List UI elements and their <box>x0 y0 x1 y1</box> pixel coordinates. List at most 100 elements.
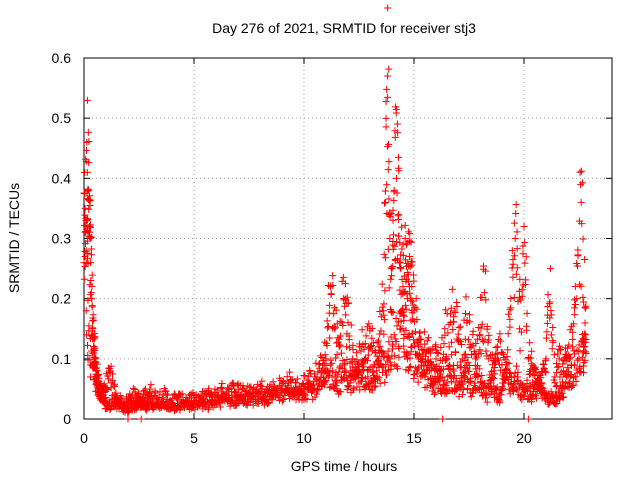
data-point <box>527 395 535 403</box>
data-point <box>482 394 490 402</box>
data-point <box>109 377 117 385</box>
data-point <box>376 308 384 316</box>
data-point <box>386 235 394 242</box>
data-point <box>402 241 410 249</box>
data-point <box>477 378 485 386</box>
data-point <box>182 397 190 405</box>
data-point <box>522 253 530 261</box>
data-point <box>387 210 395 218</box>
y-tick-label: 0.6 <box>52 50 72 66</box>
data-point <box>513 264 521 272</box>
data-point <box>560 393 568 401</box>
data-point <box>395 259 403 267</box>
data-point <box>343 343 351 351</box>
data-point <box>580 362 588 370</box>
data-point <box>543 319 551 327</box>
data-point <box>369 363 377 371</box>
data-point <box>504 330 512 338</box>
data-point <box>488 373 496 381</box>
data-point <box>343 293 351 301</box>
data-point <box>329 281 337 289</box>
data-point <box>513 228 521 236</box>
data-point <box>109 370 117 378</box>
data-point <box>555 363 563 371</box>
data-point <box>178 390 186 398</box>
data-point <box>579 298 587 306</box>
y-tick-label: 0 <box>63 411 71 427</box>
data-point <box>86 228 94 236</box>
data-point <box>400 312 408 320</box>
data-point <box>381 378 389 386</box>
data-point <box>507 295 515 303</box>
data-point <box>417 335 425 343</box>
data-point <box>383 371 391 379</box>
data-point <box>489 367 497 375</box>
data-point <box>82 222 90 230</box>
data-point <box>448 351 456 359</box>
data-point <box>431 389 439 397</box>
data-point <box>389 308 397 316</box>
data-point <box>423 337 431 345</box>
data-point <box>506 323 514 331</box>
data-point <box>579 179 587 187</box>
data-point <box>395 353 403 361</box>
data-point <box>412 364 420 372</box>
data-point <box>394 365 402 373</box>
data-point <box>383 85 391 93</box>
data-point <box>368 379 376 387</box>
data-point <box>177 391 185 399</box>
data-point <box>86 224 94 232</box>
data-point <box>192 396 200 404</box>
y-tick-label: 0.3 <box>52 231 72 247</box>
data-point <box>398 223 406 231</box>
data-point <box>554 350 562 358</box>
data-point <box>325 371 333 379</box>
data-point <box>431 377 439 385</box>
data-point <box>521 259 529 267</box>
data-point <box>391 242 399 250</box>
data-point <box>395 345 403 353</box>
data-point <box>570 320 578 328</box>
data-point <box>385 65 393 73</box>
data-point <box>401 235 409 242</box>
data-point <box>366 343 374 351</box>
data-point <box>82 307 90 315</box>
data-point <box>464 384 472 392</box>
data-point <box>93 377 101 385</box>
data-point <box>338 365 346 373</box>
data-point <box>389 262 397 270</box>
data-point <box>477 324 485 332</box>
data-point <box>151 389 159 397</box>
data-point <box>408 297 416 305</box>
data-point <box>92 380 100 388</box>
data-point <box>85 159 93 167</box>
data-point <box>243 401 251 409</box>
data-point <box>547 331 555 339</box>
data-point <box>412 294 420 302</box>
data-point <box>512 270 520 278</box>
data-point <box>448 338 456 346</box>
data-point <box>483 325 491 333</box>
data-point <box>496 330 504 338</box>
data-point <box>505 386 513 394</box>
data-point <box>499 385 507 393</box>
data-point <box>99 391 107 399</box>
data-point <box>87 259 95 267</box>
data-point <box>343 355 351 363</box>
data-point <box>482 347 490 355</box>
data-point <box>581 304 589 312</box>
data-point <box>257 387 265 395</box>
data-point <box>94 372 102 380</box>
data-point <box>327 356 335 364</box>
data-point <box>326 384 334 392</box>
data-point <box>301 390 309 398</box>
x-axis-label: GPS time / hours <box>291 458 398 474</box>
data-point <box>379 307 387 315</box>
data-point <box>391 352 399 360</box>
data-point <box>311 393 319 401</box>
data-point <box>514 368 522 376</box>
data-point <box>361 340 369 348</box>
data-point <box>230 382 238 390</box>
data-point <box>384 347 392 355</box>
data-point <box>390 188 398 196</box>
